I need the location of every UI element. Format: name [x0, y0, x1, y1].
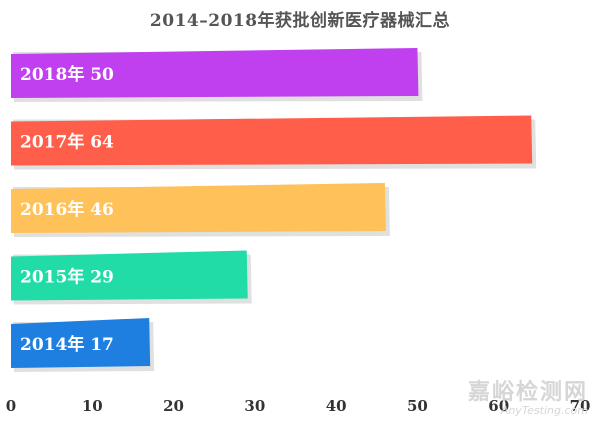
- x-axis-ticks: 0 10 20 30 40 50 60 70: [6, 397, 591, 415]
- bar-rect: [11, 183, 386, 233]
- x-tick-label: 10: [82, 397, 103, 415]
- bar-2017: 2017年 64: [11, 115, 537, 170]
- x-tick-label: 40: [326, 397, 347, 415]
- bar-2018: 2018年 50: [11, 48, 423, 102]
- watermark-logo: 嘉峪检测网: [467, 380, 588, 405]
- watermark: 嘉峪检测网 AnyTesting.com: [467, 380, 588, 417]
- chart-title: 2014–2018年获批创新医疗器械汇总: [149, 11, 451, 31]
- x-tick-label: 30: [244, 397, 265, 415]
- x-tick-label: 60: [488, 397, 509, 415]
- bar-rect: [11, 250, 248, 301]
- bar-label: 2015年 29: [20, 267, 114, 288]
- x-tick-label: 70: [570, 397, 591, 415]
- bar-rect: [11, 115, 533, 166]
- bar-2015: 2015年 29: [11, 250, 252, 305]
- bar-label: 2017年 64: [20, 132, 114, 153]
- bars-layer: 2018年 50 2017年 64 2016年 46 2015年 29 2014年 17: [11, 48, 537, 372]
- bar-label: 2014年 17: [20, 334, 114, 355]
- bar-2014: 2014年 17: [11, 318, 155, 372]
- x-tick-label: 0: [6, 397, 16, 415]
- bar-label: 2018年 50: [20, 64, 114, 85]
- x-tick-label: 50: [407, 397, 428, 415]
- watermark-subtitle: AnyTesting.com: [500, 404, 588, 417]
- bar-label: 2016年 46: [20, 199, 114, 220]
- bar-2016: 2016年 46: [11, 183, 390, 237]
- x-tick-label: 20: [163, 397, 184, 415]
- bar-rect: [11, 48, 419, 98]
- bar-rect: [11, 318, 151, 368]
